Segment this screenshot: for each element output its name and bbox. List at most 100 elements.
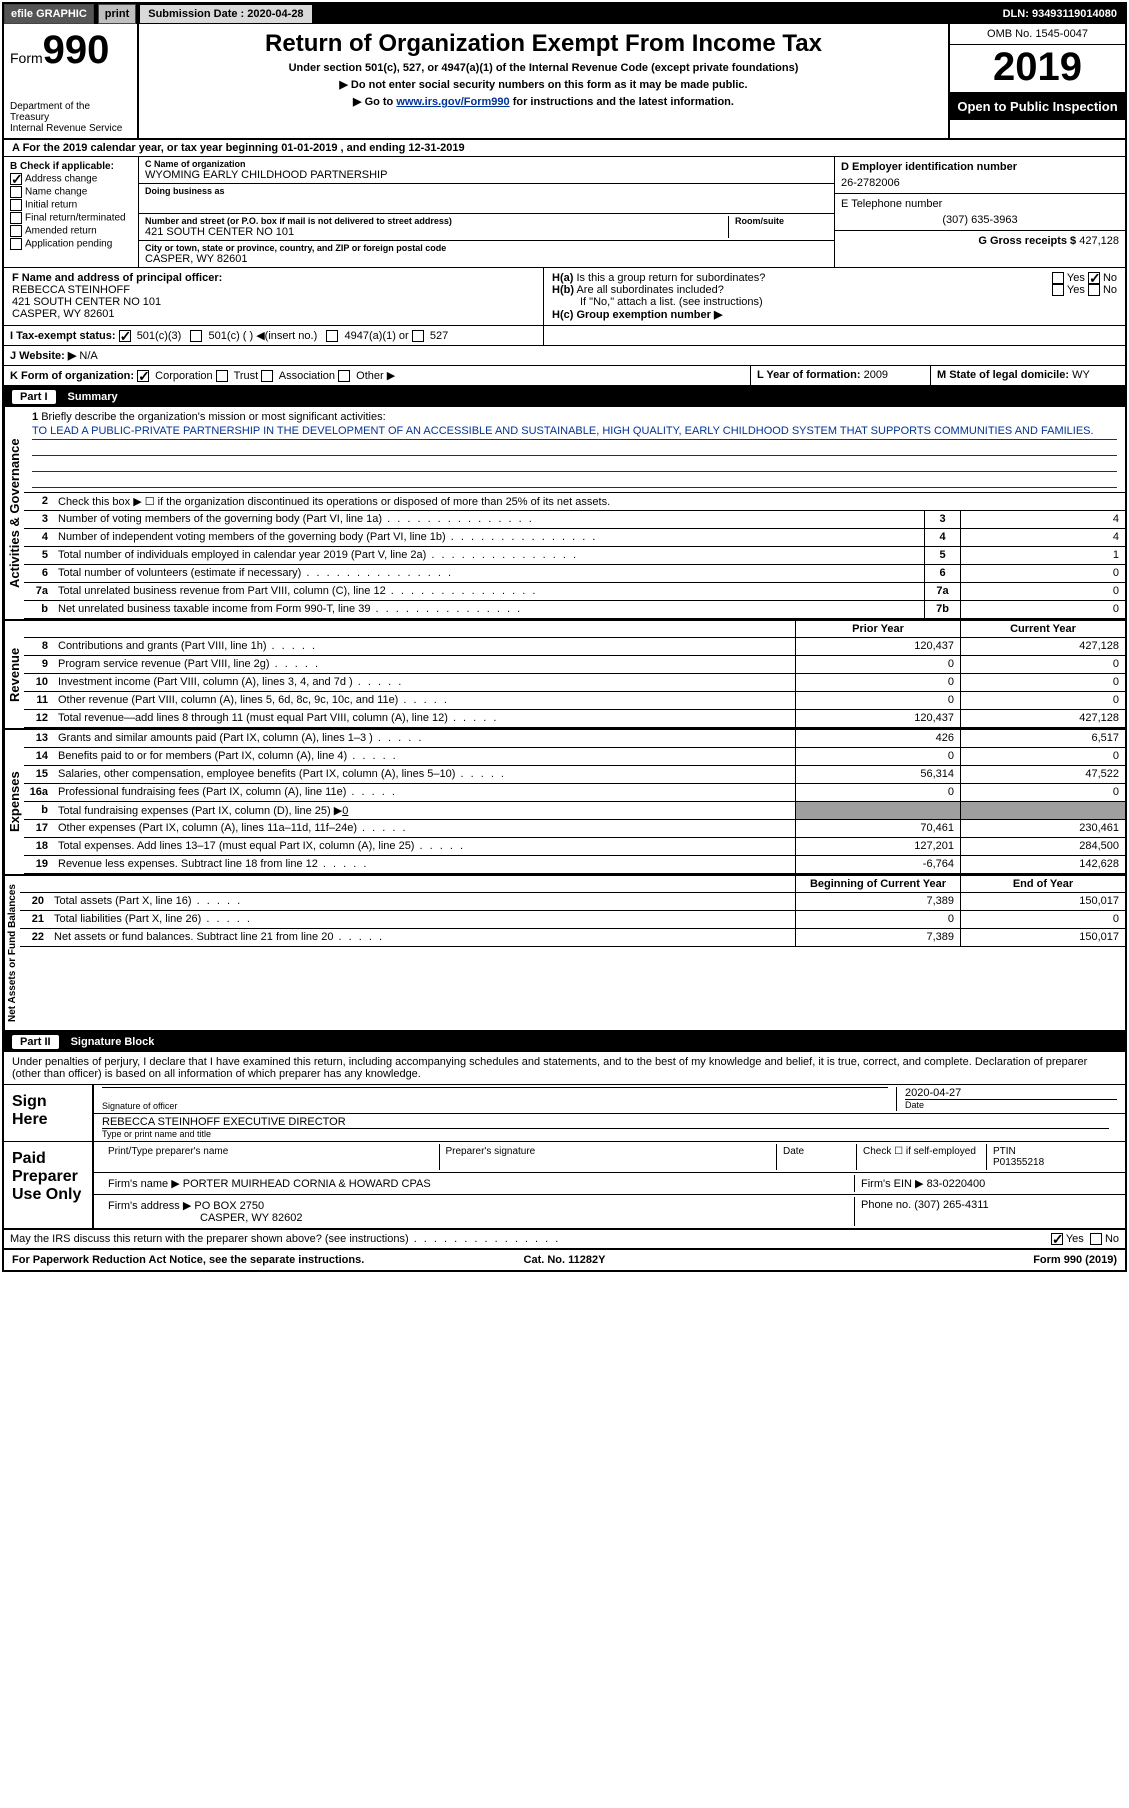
ha-yes[interactable]: Yes xyxy=(1067,272,1085,284)
dln-value: 93493119014080 xyxy=(1032,8,1117,20)
phone-label: E Telephone number xyxy=(841,198,1119,210)
netassets-section: Net Assets or Fund Balances Beginning of… xyxy=(4,876,1125,1032)
line-18: 18Total expenses. Add lines 13–17 (must … xyxy=(24,838,1125,856)
form-org-label: K Form of organization: xyxy=(10,370,134,382)
tax-year: 2019 xyxy=(950,45,1125,93)
tax-exempt-row: I Tax-exempt status: 501(c)(3) 501(c) ( … xyxy=(4,326,1125,346)
chk-501c3[interactable] xyxy=(119,330,131,342)
part-1-header: Part I Summary xyxy=(4,387,1125,407)
chk-final-return[interactable]: Final return/terminated xyxy=(10,212,132,224)
hc-label: H(c) Group exemption number ▶ xyxy=(552,308,1117,321)
line-19: 19Revenue less expenses. Subtract line 1… xyxy=(24,856,1125,874)
box-c: C Name of organization WYOMING EARLY CHI… xyxy=(139,157,835,267)
line-4: 4Number of independent voting members of… xyxy=(24,529,1125,547)
addr-label: Number and street (or P.O. box if mail i… xyxy=(145,216,728,226)
chk-association[interactable] xyxy=(261,370,273,382)
box-d-e-g: D Employer identification number 26-2782… xyxy=(835,157,1125,267)
form-header: Form990 Department of the Treasury Inter… xyxy=(4,24,1125,140)
signature-declaration: Under penalties of perjury, I declare th… xyxy=(4,1052,1125,1085)
submission-date: Submission Date : 2020-04-28 xyxy=(140,5,311,23)
hb-no[interactable]: No xyxy=(1103,284,1117,296)
form-org-row: K Form of organization: Corporation Trus… xyxy=(4,366,1125,387)
preparer-sig-label: Preparer's signature xyxy=(440,1144,778,1170)
line-3: 3Number of voting members of the governi… xyxy=(24,511,1125,529)
officer-name: REBECCA STEINHOFF xyxy=(12,284,535,296)
gross-receipts-value: 427,128 xyxy=(1079,235,1119,247)
domicile-label: M State of legal domicile: xyxy=(937,369,1069,381)
firm-name-label: Firm's name ▶ xyxy=(108,1178,180,1190)
discuss-no[interactable] xyxy=(1090,1233,1102,1245)
ptin-value: P01355218 xyxy=(993,1157,1044,1168)
sig-officer-label: Signature of officer xyxy=(102,1101,177,1111)
subtitle-2: Do not enter social security numbers on … xyxy=(147,78,940,91)
line-13: 13Grants and similar amounts paid (Part … xyxy=(24,730,1125,748)
line-17: 17Other expenses (Part IX, column (A), l… xyxy=(24,820,1125,838)
dln: DLN: 93493119014080 xyxy=(995,5,1125,23)
website-row: J Website: ▶ N/A xyxy=(4,346,1125,366)
chk-amended-return[interactable]: Amended return xyxy=(10,225,132,237)
footer-left: For Paperwork Reduction Act Notice, see … xyxy=(12,1254,380,1266)
city-state-zip: CASPER, WY 82601 xyxy=(145,253,828,265)
part-2-title: Signature Block xyxy=(71,1036,155,1048)
firm-phone-label: Phone no. xyxy=(861,1199,911,1211)
dba-label: Doing business as xyxy=(145,186,828,196)
print-button[interactable]: print xyxy=(98,4,136,24)
submission-label: Submission Date : xyxy=(148,8,244,20)
line-5: 5Total number of individuals employed in… xyxy=(24,547,1125,565)
chk-527[interactable] xyxy=(412,330,424,342)
ptin-label: PTIN xyxy=(993,1146,1016,1157)
sig-date-label: Date xyxy=(905,1099,1117,1110)
line-12: 12Total revenue—add lines 8 through 11 (… xyxy=(24,710,1125,728)
discuss-yes[interactable] xyxy=(1051,1233,1063,1245)
chk-address-change[interactable]: Address change xyxy=(10,173,132,185)
gross-receipts-label: G Gross receipts $ xyxy=(978,235,1076,247)
revenue-vlabel: Revenue xyxy=(4,621,24,728)
box-h: H(a) Is this a group return for subordin… xyxy=(544,268,1125,325)
top-toolbar: efile GRAPHIC print Submission Date : 20… xyxy=(4,4,1125,24)
firm-addr-label: Firm's address ▶ xyxy=(108,1200,191,1212)
mission-label: Briefly describe the organization's miss… xyxy=(41,411,385,423)
city-label: City or town, state or province, country… xyxy=(145,243,828,253)
self-employed-check[interactable]: Check ☐ if self-employed xyxy=(857,1144,987,1170)
ha-no[interactable]: No xyxy=(1103,272,1117,284)
line-a-tax-year: A For the 2019 calendar year, or tax yea… xyxy=(4,140,1125,157)
irs-label: Internal Revenue Service xyxy=(10,123,131,134)
chk-initial-return[interactable]: Initial return xyxy=(10,199,132,211)
chk-501c[interactable] xyxy=(190,330,202,342)
line-7a: 7aTotal unrelated business revenue from … xyxy=(24,583,1125,601)
officer-block: F Name and address of principal officer:… xyxy=(4,268,1125,326)
firm-addr-1: PO BOX 2750 xyxy=(194,1200,264,1212)
discuss-question: May the IRS discuss this return with the… xyxy=(10,1233,409,1245)
line-10: 10Investment income (Part VIII, column (… xyxy=(24,674,1125,692)
line-2: 2 Check this box ▶ ☐ if the organization… xyxy=(24,493,1125,511)
form-990-page: efile GRAPHIC print Submission Date : 20… xyxy=(2,2,1127,1272)
chk-trust[interactable] xyxy=(216,370,228,382)
line-b: bNet unrelated business taxable income f… xyxy=(24,601,1125,619)
org-name-label: C Name of organization xyxy=(145,159,828,169)
line-b: bTotal fundraising expenses (Part IX, co… xyxy=(24,802,1125,820)
line-8: 8Contributions and grants (Part VIII, li… xyxy=(24,638,1125,656)
chk-corporation[interactable] xyxy=(137,370,149,382)
part-1-title: Summary xyxy=(68,391,118,403)
goto-post: for instructions and the latest informat… xyxy=(510,96,734,108)
begin-year-head: Beginning of Current Year xyxy=(795,876,960,892)
room-label: Room/suite xyxy=(735,216,828,226)
line-21: 21Total liabilities (Part X, line 26)00 xyxy=(20,911,1125,929)
officer-addr: 421 SOUTH CENTER NO 101 xyxy=(12,296,535,308)
instructions-link[interactable]: www.irs.gov/Form990 xyxy=(396,96,509,108)
chk-application-pending[interactable]: Application pending xyxy=(10,238,132,250)
part-2-tag: Part II xyxy=(12,1035,59,1049)
chk-4947[interactable] xyxy=(326,330,338,342)
dln-label: DLN: xyxy=(1003,8,1029,20)
mission-text: TO LEAD A PUBLIC-PRIVATE PARTNERSHIP IN … xyxy=(32,423,1117,440)
sign-here-block: Sign Here Signature of officer 2020-04-2… xyxy=(4,1085,1125,1142)
chk-name-change[interactable]: Name change xyxy=(10,186,132,198)
firm-addr-2: CASPER, WY 82602 xyxy=(108,1212,848,1224)
hb-yes[interactable]: Yes xyxy=(1067,284,1085,296)
identity-block: B Check if applicable: Address change Na… xyxy=(4,157,1125,268)
website-value: N/A xyxy=(79,350,97,362)
dept-treasury: Department of the Treasury xyxy=(10,101,131,123)
efile-button[interactable]: efile GRAPHIC xyxy=(4,4,94,24)
firm-phone: (307) 265-4311 xyxy=(914,1199,988,1211)
chk-other[interactable] xyxy=(338,370,350,382)
